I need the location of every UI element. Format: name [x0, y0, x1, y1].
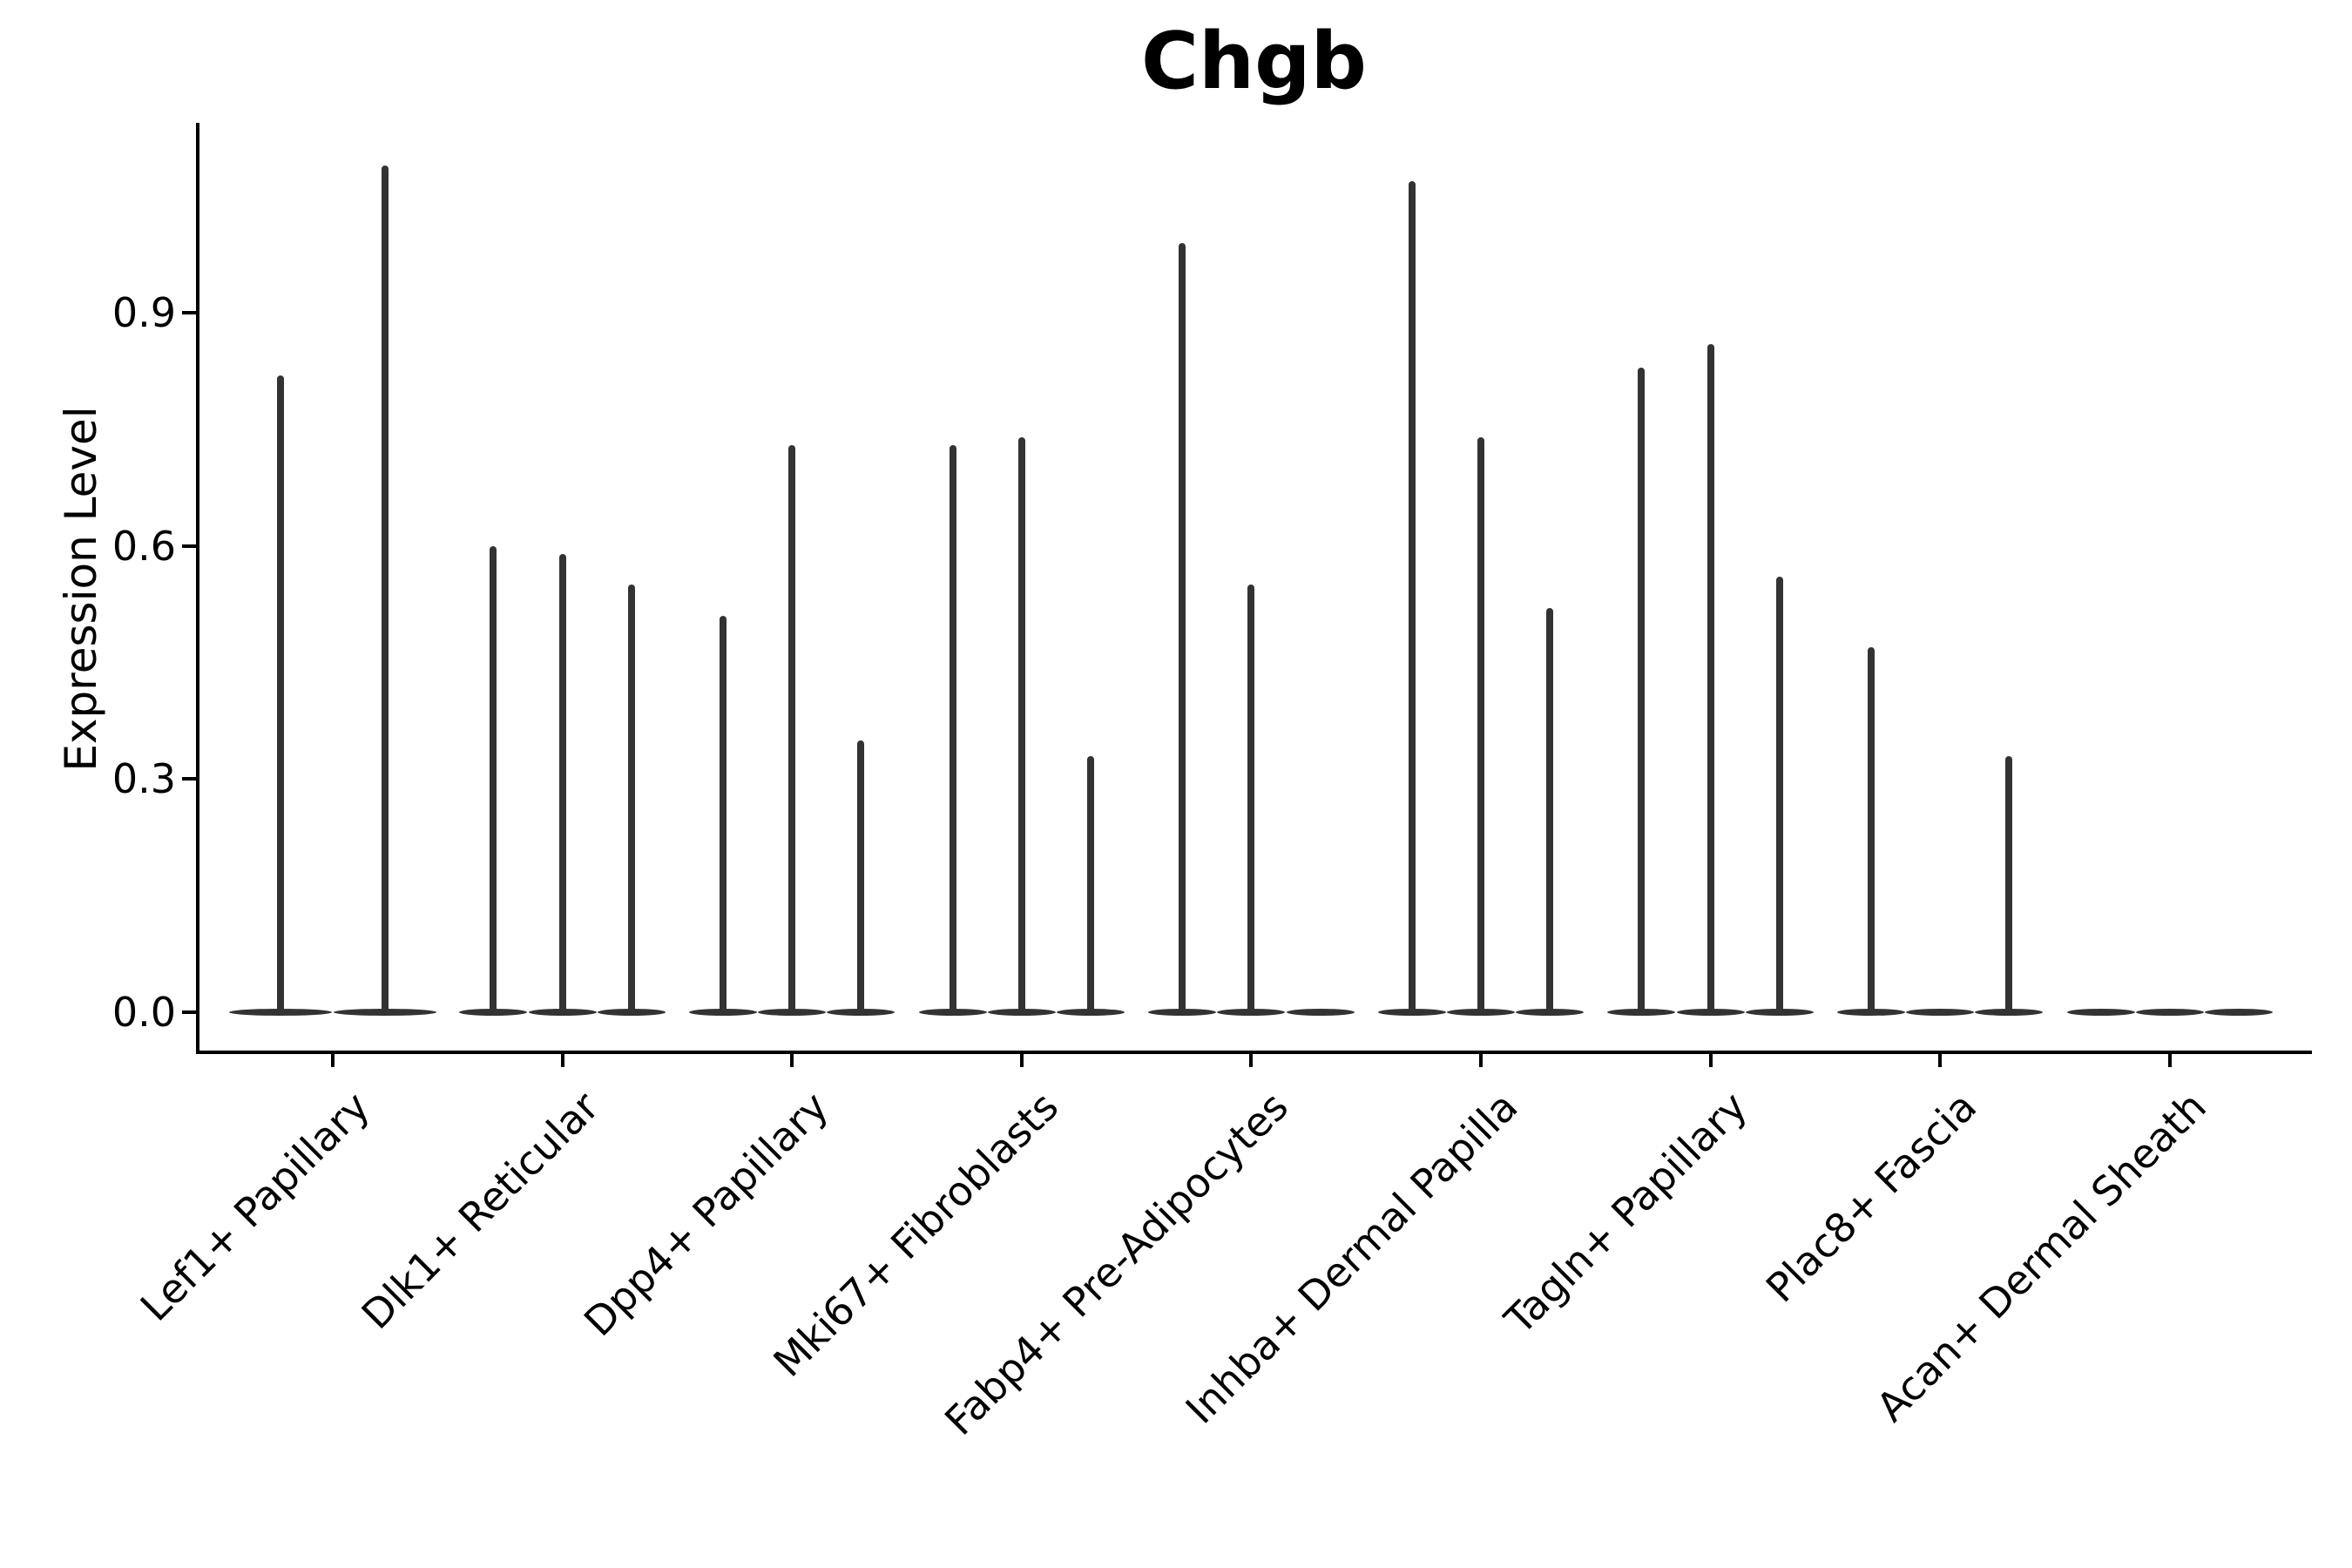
y-axis-spine: [196, 123, 199, 1054]
violin-spike: [1017, 436, 1025, 1012]
x-tick-label: Plac8+ Fascia: [1756, 1083, 1986, 1312]
y-tick-label: 0.0: [112, 989, 176, 1036]
x-tick-mark: [331, 1052, 335, 1067]
violin-base: [827, 1009, 896, 1016]
violin-base: [1745, 1009, 1814, 1016]
violin-base: [918, 1009, 987, 1016]
violin-base: [1516, 1009, 1585, 1016]
violin-spike: [1638, 367, 1646, 1012]
violin-spike: [1179, 242, 1186, 1012]
violin-spike: [1546, 608, 1554, 1012]
violin-spike: [1775, 577, 1783, 1012]
violin-spike: [857, 740, 865, 1012]
violin-spike: [1868, 646, 1875, 1012]
y-tick-mark: [182, 544, 196, 548]
violin-spike: [627, 585, 635, 1012]
y-tick-mark: [182, 777, 196, 781]
violin-base: [1906, 1009, 1975, 1016]
violin-spike: [382, 165, 389, 1012]
x-tick-label: Dlk1+ Reticular: [352, 1083, 608, 1339]
violin-base: [1377, 1009, 1446, 1016]
violin-base: [1447, 1009, 1515, 1016]
x-tick-label: Lef1+ Papillary: [131, 1083, 379, 1330]
x-axis-spine: [196, 1051, 2312, 1054]
x-tick-label: Tagln+ Papillary: [1495, 1083, 1756, 1343]
violin-base: [758, 1009, 827, 1016]
violin-base: [1837, 1009, 1905, 1016]
x-tick-mark: [1708, 1052, 1713, 1067]
violin-base: [1676, 1009, 1745, 1016]
violin-spike: [2005, 755, 2013, 1012]
y-tick-label: 0.3: [112, 755, 176, 803]
x-tick-mark: [560, 1052, 564, 1067]
violin-base: [334, 1009, 436, 1016]
violin-base: [2135, 1009, 2204, 1016]
violin-base: [459, 1009, 528, 1016]
violin-base: [229, 1009, 332, 1016]
violin-base: [1286, 1009, 1355, 1016]
violin-base: [987, 1009, 1056, 1016]
violin-base: [1057, 1009, 1125, 1016]
violin-base: [1607, 1009, 1676, 1016]
y-tick-label: 0.6: [112, 522, 176, 570]
violin-base: [2205, 1009, 2273, 1016]
x-tick-mark: [1249, 1052, 1254, 1067]
violin-spike: [720, 616, 727, 1012]
violin-base: [1975, 1009, 2044, 1016]
x-tick-mark: [1479, 1052, 1483, 1067]
violin-spike: [1477, 436, 1484, 1012]
violin-base: [528, 1009, 597, 1016]
violin-spike: [1247, 585, 1255, 1012]
x-tick-mark: [1938, 1052, 1943, 1067]
x-tick-label: Dpp4+ Papillary: [575, 1083, 838, 1346]
x-tick-mark: [2167, 1052, 2172, 1067]
violin-base: [689, 1009, 757, 1016]
violin-spike: [949, 444, 956, 1012]
violin-spike: [277, 375, 284, 1012]
violin-spike: [1087, 755, 1094, 1012]
violin-base: [597, 1009, 666, 1016]
violin-spike: [558, 553, 566, 1012]
violin-base: [1217, 1009, 1286, 1016]
chart-title: Chgb: [1141, 16, 1367, 107]
violin-spike: [788, 444, 796, 1012]
violin-spike: [1408, 180, 1416, 1012]
violin-base: [1148, 1009, 1217, 1016]
y-tick-label: 0.9: [112, 289, 176, 337]
y-tick-mark: [182, 1010, 196, 1014]
violin-spike: [490, 545, 497, 1012]
x-tick-mark: [790, 1052, 794, 1067]
violin-spike: [1707, 343, 1714, 1012]
violin-base: [2066, 1009, 2135, 1016]
x-tick-mark: [1019, 1052, 1024, 1067]
y-tick-mark: [182, 311, 196, 315]
